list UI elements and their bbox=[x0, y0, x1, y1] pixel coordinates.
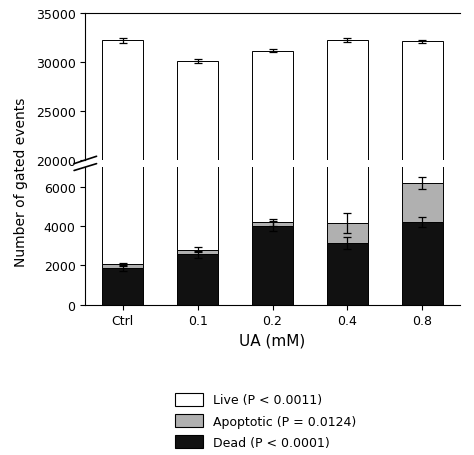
Bar bbox=[177, 250, 218, 255]
Bar bbox=[102, 0, 143, 265]
Bar bbox=[402, 42, 443, 296]
Bar bbox=[102, 339, 143, 357]
Bar bbox=[327, 243, 368, 305]
Bar bbox=[327, 0, 368, 223]
Bar bbox=[252, 52, 293, 315]
Bar bbox=[252, 315, 293, 317]
Bar bbox=[402, 183, 443, 222]
Bar bbox=[177, 0, 218, 250]
Bar bbox=[252, 227, 293, 305]
Bar bbox=[102, 268, 143, 305]
Bar bbox=[177, 255, 218, 305]
Legend: Live (P < 0.0011), Apoptotic (P = 0.0124), Dead (P < 0.0001): Live (P < 0.0011), Apoptotic (P = 0.0124… bbox=[175, 393, 356, 449]
Bar bbox=[327, 316, 368, 326]
Bar bbox=[102, 265, 143, 268]
Bar bbox=[177, 62, 218, 329]
Bar bbox=[252, 222, 293, 227]
Bar bbox=[177, 329, 218, 332]
Bar bbox=[252, 317, 293, 357]
Bar bbox=[402, 296, 443, 315]
Bar bbox=[402, 222, 443, 305]
Bar bbox=[402, 0, 443, 183]
Bar bbox=[102, 41, 143, 336]
Bar bbox=[402, 315, 443, 357]
Text: Number of gated events: Number of gated events bbox=[14, 97, 28, 267]
Bar bbox=[102, 336, 143, 339]
X-axis label: UA (mM): UA (mM) bbox=[239, 333, 306, 348]
Bar bbox=[177, 332, 218, 357]
Bar bbox=[327, 223, 368, 243]
Bar bbox=[252, 0, 293, 222]
Bar bbox=[327, 326, 368, 357]
Bar bbox=[327, 40, 368, 316]
